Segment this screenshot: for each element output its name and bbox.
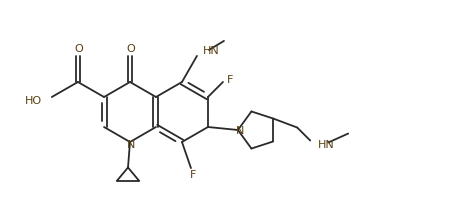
Text: F: F bbox=[227, 75, 233, 85]
Text: HO: HO bbox=[25, 96, 42, 106]
Text: HN: HN bbox=[318, 139, 335, 150]
Text: F: F bbox=[190, 170, 196, 180]
Text: N: N bbox=[127, 140, 135, 150]
Text: O: O bbox=[127, 44, 135, 54]
Text: N: N bbox=[236, 126, 244, 136]
Text: O: O bbox=[75, 44, 83, 54]
Text: HN: HN bbox=[203, 46, 220, 56]
